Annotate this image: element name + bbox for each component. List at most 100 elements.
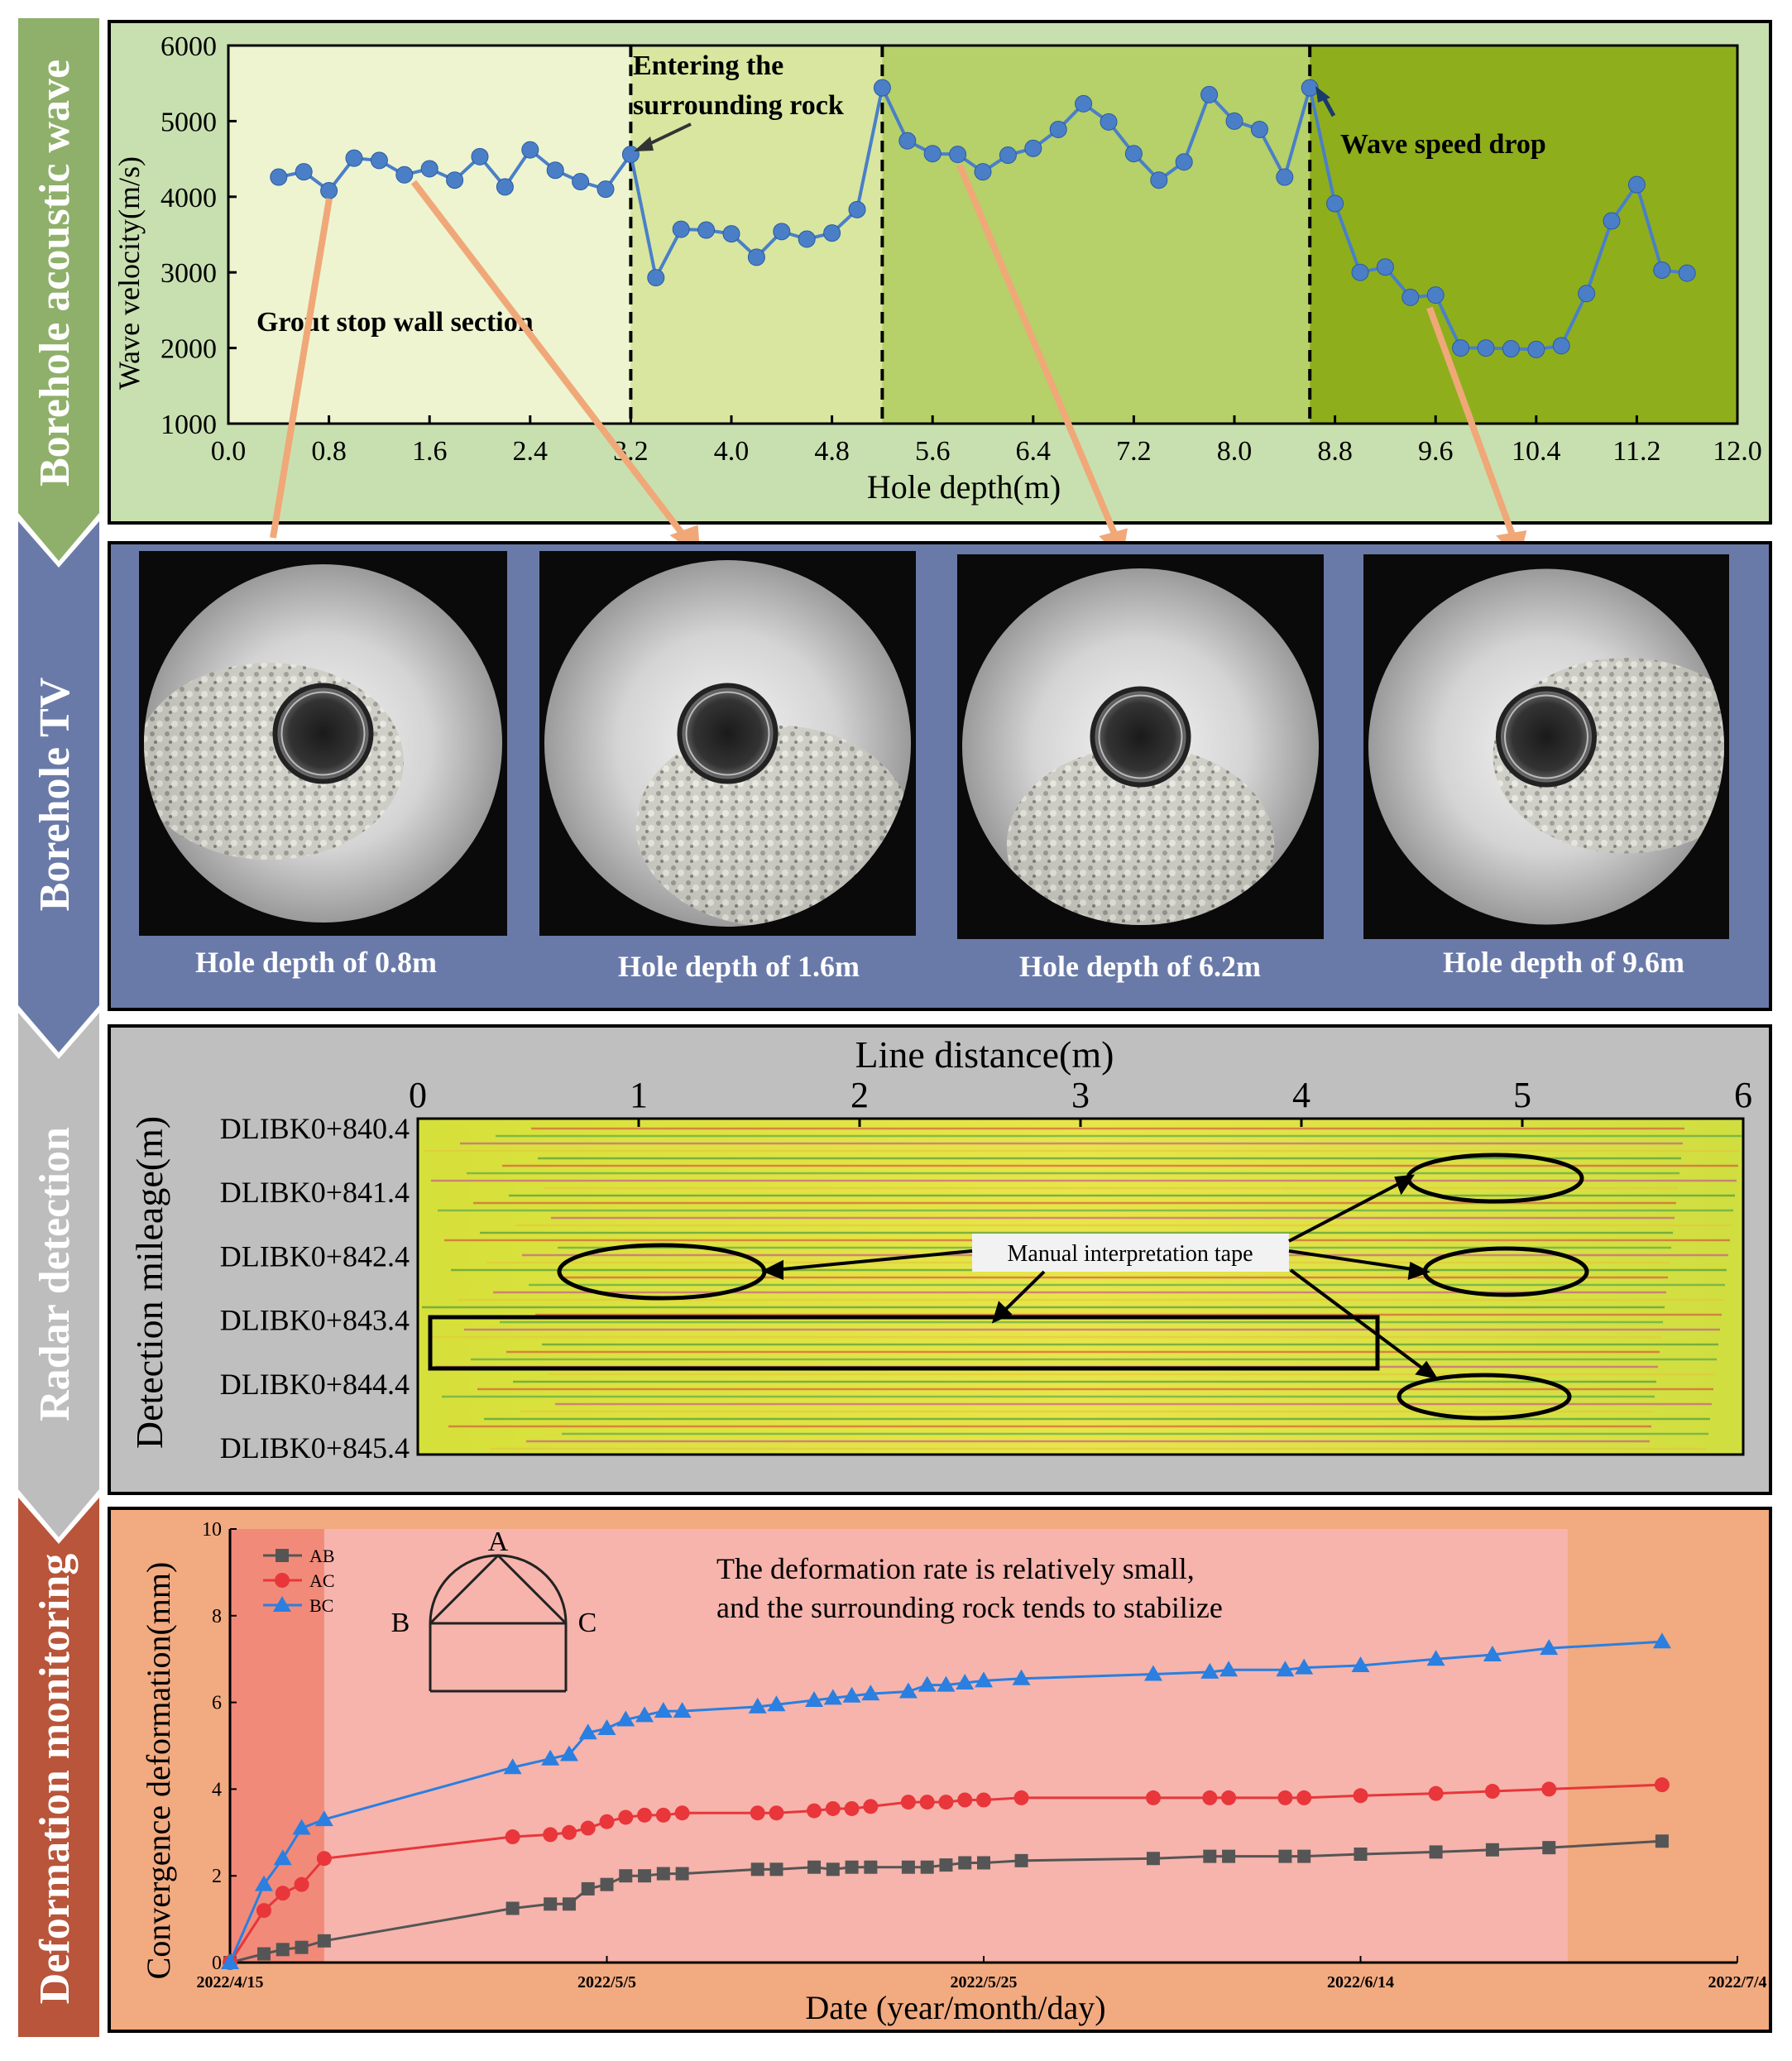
- def-marker-triangle: [541, 1749, 560, 1766]
- acoustic-point: [1502, 340, 1520, 358]
- def-marker-circle: [863, 1799, 879, 1814]
- acoustic-point: [1049, 120, 1067, 138]
- arrow-drop: [1321, 96, 1336, 117]
- def-marker-triangle: [1652, 1632, 1671, 1649]
- acoustic-xtick-label: 8.8: [1317, 436, 1353, 467]
- connector-08: [270, 198, 333, 539]
- acoustic-point: [1326, 194, 1344, 213]
- tv-image-1: [139, 551, 507, 936]
- tv-lens-ring: [1504, 694, 1588, 779]
- def-marker-square: [600, 1877, 614, 1891]
- acoustic-point: [320, 181, 338, 199]
- arrow-drop-head: [1315, 86, 1330, 103]
- def-marker-circle: [1221, 1790, 1237, 1805]
- def-marker-square: [750, 1862, 764, 1876]
- callout-line-4: [1288, 1249, 1419, 1272]
- def-marker-triangle: [767, 1695, 786, 1712]
- def-marker-square: [1542, 1841, 1556, 1855]
- def-marker-triangle: [918, 1675, 937, 1692]
- acoustic-point: [1150, 171, 1168, 189]
- radar-annotations: Manual interpretation tape: [428, 1153, 1589, 1421]
- callout-line-3: [1288, 1180, 1404, 1243]
- acoustic-point: [1477, 339, 1495, 357]
- def-marker-circle: [1202, 1790, 1218, 1805]
- tv-lens-ring: [1098, 694, 1183, 779]
- acoustic-xtick-label: 11.2: [1612, 436, 1660, 467]
- def-marker-triangle: [292, 1819, 311, 1835]
- acoustic-point: [697, 221, 716, 239]
- acoustic-point: [823, 224, 841, 242]
- acoustic-point: [1452, 339, 1470, 357]
- def-marker-circle: [561, 1824, 577, 1840]
- tv-rock-fragments: [1006, 746, 1275, 925]
- tv-camera-lens: [1090, 686, 1191, 788]
- acoustic-point: [722, 225, 740, 243]
- tunnel-line-ab: [429, 1554, 500, 1625]
- def-marker-square: [1655, 1834, 1669, 1848]
- def-marker-triangle: [805, 1690, 824, 1707]
- radar-xtick-label: 3: [1071, 1075, 1090, 1115]
- acoustic-point: [496, 178, 514, 196]
- def-marker-square: [675, 1867, 689, 1881]
- radar-ytick-label: DLIBK0+844.4: [220, 1368, 410, 1401]
- acoustic-point: [572, 173, 590, 191]
- radar-ytick-label: DLIBK0+840.4: [220, 1112, 410, 1145]
- def-marker-square: [1203, 1849, 1217, 1863]
- def-marker-circle: [750, 1805, 765, 1821]
- def-marker-square: [920, 1860, 934, 1874]
- acoustic-point: [1225, 112, 1243, 130]
- banner-radar-shape: [18, 1013, 99, 1537]
- def-marker-triangle: [1351, 1656, 1370, 1673]
- banner-tv-label: Borehole TV: [31, 678, 79, 912]
- def-marker-square: [581, 1881, 595, 1896]
- def-marker-circle: [655, 1807, 671, 1823]
- def-marker-triangle: [1012, 1669, 1031, 1685]
- tv-camera-lens: [1496, 686, 1597, 788]
- def-marker-triangle: [1143, 1665, 1162, 1681]
- def-marker-circle: [1277, 1790, 1293, 1805]
- side-banner-deformation: Deformation monitoring: [18, 1498, 99, 2037]
- def-marker-square: [1297, 1849, 1311, 1863]
- def-marker-square: [295, 1940, 309, 1954]
- acoustic-xlabel: Hole depth(m): [867, 468, 1061, 506]
- annotation-grout: Grout stop wall section: [256, 307, 534, 338]
- def-xtick-label: 2022/5/25: [950, 1973, 1017, 1992]
- def-marker-triangle: [673, 1702, 692, 1718]
- acoustic-point: [1276, 168, 1294, 186]
- acoustic-ytick-label: 5000: [161, 107, 217, 137]
- def-marker-triangle: [1426, 1650, 1445, 1666]
- acoustic-point: [395, 165, 414, 184]
- annotation-entering-line1: Entering the: [633, 50, 783, 81]
- def-marker-square: [656, 1867, 670, 1881]
- def-marker-triangle: [861, 1685, 880, 1701]
- def-marker-circle: [294, 1876, 309, 1892]
- acoustic-point: [773, 223, 791, 241]
- connector-96: [1426, 306, 1517, 541]
- radar-xtick-label: 6: [1734, 1075, 1752, 1115]
- callout-head-5: [1415, 1360, 1439, 1379]
- annotation-entering-line2: surrounding rock: [633, 90, 844, 121]
- acoustic-ytick-label: 3000: [161, 258, 217, 289]
- def-marker-circle: [844, 1800, 860, 1816]
- banner-radar-label: Radar detection: [31, 1127, 79, 1421]
- def-marker-triangle: [1483, 1645, 1502, 1661]
- acoustic-point: [270, 168, 288, 186]
- acoustic-zone-1: [228, 46, 631, 424]
- acoustic-xtick-label: 1.6: [412, 436, 448, 467]
- acoustic-xtick-label: 10.4: [1512, 436, 1561, 467]
- def-marker-square: [1429, 1845, 1443, 1859]
- acoustic-point: [974, 163, 992, 181]
- acoustic-point: [1075, 94, 1093, 113]
- def-marker-circle: [1353, 1788, 1368, 1804]
- acoustic-point: [597, 180, 615, 199]
- tv-camera-lens: [677, 683, 779, 784]
- acoustic-point: [873, 79, 891, 97]
- acoustic-point: [1426, 286, 1445, 304]
- def-marker-triangle: [823, 1689, 842, 1705]
- radar-title: Line distance(m): [855, 1033, 1114, 1076]
- acoustic-point: [747, 248, 765, 266]
- legend-label-ab: AB: [309, 1546, 335, 1566]
- acoustic-point: [1527, 340, 1545, 358]
- tunnel-line-ac: [496, 1554, 568, 1625]
- acoustic-xtick-label: 4.0: [714, 436, 750, 467]
